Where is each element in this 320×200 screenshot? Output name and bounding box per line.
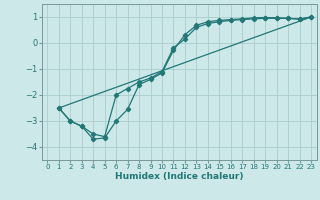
X-axis label: Humidex (Indice chaleur): Humidex (Indice chaleur) (115, 172, 244, 181)
